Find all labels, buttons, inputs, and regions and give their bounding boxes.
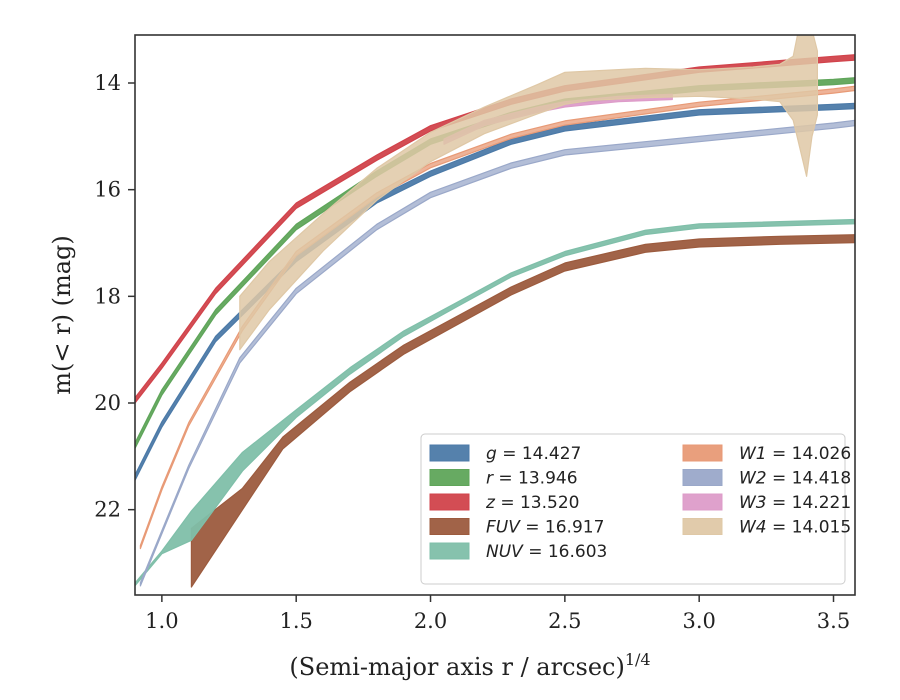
series-band-nuv: [135, 218, 855, 587]
series-bands: [135, 35, 855, 588]
legend-swatch-w4: [682, 518, 723, 535]
y-tick-label: 20: [94, 391, 121, 415]
plot-frame: [134, 34, 856, 596]
x-axis-label: (Semi-major axis r / arcsec)1/4: [289, 650, 650, 681]
y-tick-label: 16: [94, 178, 121, 202]
legend-swatch-nuv: [429, 542, 470, 560]
series-band-z: [135, 54, 855, 404]
series-band-w4: [239, 35, 819, 351]
legend-series-name: W4: [739, 518, 767, 538]
x-axis-label-exponent: 1/4: [625, 650, 651, 669]
legend-label-r: r = 13.946: [486, 469, 578, 489]
legend-series-value: = 16.917: [520, 518, 605, 538]
legend-series-name: g: [486, 444, 497, 464]
x-axis-label-main: (Semi-major axis r / arcsec): [289, 653, 624, 681]
legend-swatch-g: [429, 444, 470, 462]
legend-label-fuv: FUV = 16.917: [486, 518, 604, 538]
legend-swatch-w1: [682, 444, 723, 462]
legend-series-name: W2: [739, 469, 767, 489]
legend-series-name: r: [486, 469, 494, 489]
legend-label-w4: W4 = 14.015: [739, 518, 851, 538]
legend-swatch-r: [429, 469, 470, 486]
legend-series-value: = 14.026: [767, 444, 852, 464]
legend-series-name: NUV: [486, 542, 524, 562]
x-tick-label: 1.5: [279, 609, 312, 633]
legend-series-value: = 13.946: [493, 469, 578, 489]
y-tick-label: 18: [94, 284, 121, 308]
x-axis-ticks: 1.0 1.5 2.0 2.5 3.0 3.5: [145, 595, 850, 633]
x-tick-label: 3.5: [817, 609, 850, 633]
series-band-fuv: [190, 234, 855, 588]
legend-series-name: W3: [739, 493, 767, 513]
y-tick-label: 14: [94, 71, 121, 95]
x-tick-label: 1.0: [145, 609, 178, 633]
legend-series-name: FUV: [486, 518, 521, 538]
x-tick-label: 3.0: [682, 609, 715, 633]
legend-label-nuv: NUV = 16.603: [486, 542, 607, 562]
legend-series-name: z: [485, 493, 496, 513]
legend-series-value: = 13.520: [495, 493, 580, 513]
legend-swatch-w2: [682, 469, 723, 486]
legend-series-value: = 14.418: [767, 469, 852, 489]
legend-label-z: z = 13.520: [485, 493, 579, 513]
legend-series-value: = 14.221: [767, 493, 852, 513]
legend-box: [420, 433, 846, 585]
legend-series-value: = 16.603: [523, 542, 608, 562]
legend-swatch-fuv: [429, 518, 470, 535]
legend-swatch-z: [429, 493, 470, 511]
legend-label-w1: W1 = 14.026: [739, 444, 851, 464]
legend-series-name: W1: [739, 444, 767, 464]
legend-series-value: = 14.427: [497, 444, 582, 464]
series-band-r: [135, 77, 855, 449]
legend-label-w3: W3 = 14.221: [739, 493, 851, 513]
legend-label-w2: W2 = 14.418: [739, 469, 851, 489]
y-axis-label: m(< r) (mag): [48, 235, 76, 394]
series-band-w2: [139, 119, 855, 587]
x-tick-label: 2.0: [414, 609, 447, 633]
x-tick-label: 2.5: [548, 609, 581, 633]
y-tick-label: 22: [94, 498, 121, 522]
y-axis-ticks: 14 16 18 20 22: [94, 71, 135, 522]
legend-series-value: = 14.015: [767, 518, 852, 538]
legend-label-g: g = 14.427: [486, 444, 581, 464]
legend-swatch-w3: [682, 493, 723, 511]
